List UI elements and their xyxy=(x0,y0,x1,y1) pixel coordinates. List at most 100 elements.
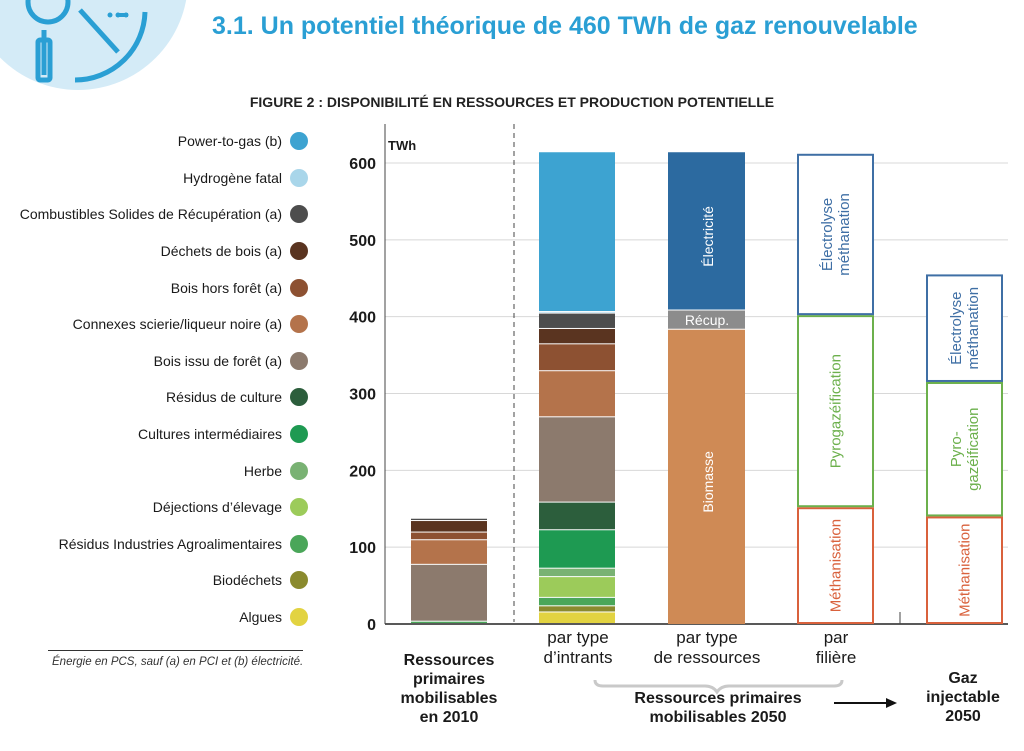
segment-label: méthanation xyxy=(965,287,982,370)
bar-segment xyxy=(411,532,487,540)
segment-label: Biomasse xyxy=(700,451,716,513)
chart-bars: Biomasse Récup. Électricité Méthanisation Py… xyxy=(411,152,1003,625)
bar-segment xyxy=(411,518,487,521)
legend-label: Cultures intermédiaires xyxy=(138,426,282,443)
legend-color-dot xyxy=(290,571,308,590)
segment-label: Électrolyse xyxy=(948,292,965,365)
legend-color-dot xyxy=(290,168,308,187)
segment-label: gazéification xyxy=(965,408,982,491)
category-label: par type xyxy=(547,628,608,647)
category-label: primaires xyxy=(413,671,485,688)
category-label: Ressources xyxy=(404,652,495,669)
legend-item: Hydrogène fatal xyxy=(20,160,308,197)
category-label: Gaz xyxy=(948,670,977,687)
legend-label: Algues xyxy=(239,609,282,626)
bar-segment xyxy=(539,417,615,502)
legend-item: Bois hors forêt (a) xyxy=(20,269,308,306)
segment-label: Électricité xyxy=(700,206,716,267)
legend-color-dot xyxy=(290,534,308,553)
category-label: par xyxy=(824,628,849,647)
section-title: 3.1. Un potentiel théorique de 460 TWh d… xyxy=(212,12,918,40)
legend-color-dot xyxy=(290,388,308,407)
legend-color-dot xyxy=(290,242,308,261)
legend-color-dot xyxy=(290,498,308,517)
bar-segment xyxy=(411,540,487,564)
legend-label: Power-to-gas (b) xyxy=(177,133,282,150)
y-tick-label: 300 xyxy=(349,387,376,404)
legend-label: Connexes scierie/liqueur noire (a) xyxy=(72,316,282,333)
magnifier-icon xyxy=(25,0,71,83)
legend-label: Hydrogène fatal xyxy=(183,169,282,186)
legend-item: Power-to-gas (b) xyxy=(20,123,308,160)
category-label: en 2010 xyxy=(420,709,479,726)
legend-item: Connexes scierie/liqueur noire (a) xyxy=(20,306,308,343)
category-label: d’intrants xyxy=(544,648,613,667)
legend-item: Cultures intermédiaires xyxy=(20,416,308,453)
y-tick-label: 0 xyxy=(367,617,376,634)
bar-segment-recup xyxy=(668,310,745,329)
bar-segment xyxy=(539,606,615,612)
bar-segment xyxy=(539,152,615,312)
legend-color-dot xyxy=(290,315,308,334)
legend-item: Bois issu de forêt (a) xyxy=(20,343,308,380)
category-label: injectable xyxy=(926,689,1000,706)
legend-color-dot xyxy=(290,205,308,224)
legend-label: Résidus Industries Agroalimentaires xyxy=(58,535,282,552)
legend-item: Biodéchets xyxy=(20,562,308,599)
bar-segment xyxy=(539,612,615,623)
segment-label: Pyro- xyxy=(948,431,965,467)
bar-segment xyxy=(539,530,615,568)
legend-label: Combustibles Solides de Récupération (a) xyxy=(19,206,282,223)
bar-segment-outlined xyxy=(926,274,1003,382)
y-tick-label: 100 xyxy=(349,540,376,557)
bar-segment xyxy=(539,597,615,606)
legend-label: Résidus de culture xyxy=(166,389,282,406)
legend-item: Déchets de bois (a) xyxy=(20,233,308,270)
bar-segment-outlined xyxy=(797,153,874,316)
bar-segment xyxy=(539,577,615,597)
bar-segment xyxy=(539,371,615,417)
category-label: Ressources primaires xyxy=(634,690,801,707)
bar-segment xyxy=(411,621,487,623)
y-tick-label: 400 xyxy=(349,310,376,327)
y-tick-label: 500 xyxy=(349,233,376,250)
footnote-divider xyxy=(48,650,303,651)
legend-color-dot xyxy=(290,425,308,444)
segment-label: Électrolyse xyxy=(819,198,836,271)
legend-color-dot xyxy=(290,132,308,151)
y-tick-label: 200 xyxy=(349,463,376,480)
legend-color-dot xyxy=(290,608,308,627)
legend-label: Bois hors forêt (a) xyxy=(170,279,282,296)
legend-label: Déjections d’élevage xyxy=(152,499,282,516)
segment-label: méthanation xyxy=(836,193,853,276)
bar-segment xyxy=(539,502,615,530)
footnote: Énergie en PCS, sauf (a) en PCI et (b) é… xyxy=(52,656,304,668)
category-label: mobilisables 2050 xyxy=(650,709,787,726)
category-label: de ressources xyxy=(654,648,761,667)
dots-icon xyxy=(107,12,129,18)
chart-category-labels: Ressources primaires mobilisables en 2010 pa… xyxy=(401,628,1000,726)
legend-item: Combustibles Solides de Récupération (a) xyxy=(20,196,308,233)
group-brace xyxy=(593,679,844,695)
bar-segment xyxy=(411,564,487,621)
bar-segment xyxy=(539,328,615,344)
category-label: par type xyxy=(676,628,737,647)
legend-item: Résidus de culture xyxy=(20,379,308,416)
segment-label: Pyrogazéification xyxy=(828,354,845,468)
y-tick-label: 600 xyxy=(349,156,376,173)
section-logo xyxy=(0,0,187,90)
legend-label: Herbe xyxy=(243,462,282,479)
bar-segment-outlined xyxy=(926,381,1003,517)
legend-item: Herbe xyxy=(20,452,308,489)
legend-item: Déjections d’élevage xyxy=(20,489,308,526)
segment-label: Récup. xyxy=(685,312,729,328)
bar-segment xyxy=(539,313,615,328)
legend-color-dot xyxy=(290,461,308,480)
bar-segment-biomasse xyxy=(668,329,745,624)
category-label: filière xyxy=(816,648,857,667)
category-label: mobilisables xyxy=(401,690,498,707)
chart-legend: Power-to-gas (b) Hydrogène fatal Combustib… xyxy=(20,123,308,635)
legend-item: Résidus Industries Agroalimentaires xyxy=(20,526,308,563)
y-axis-unit: TWh xyxy=(388,138,416,153)
